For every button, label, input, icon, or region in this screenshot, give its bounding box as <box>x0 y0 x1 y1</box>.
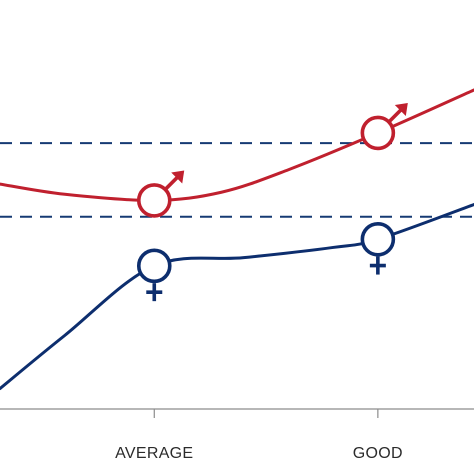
x-tick-label-0: AVERAGE <box>115 445 193 462</box>
x-tick-label-1: GOOD <box>353 445 403 462</box>
female-marker-1 <box>360 221 396 275</box>
series-markers <box>136 102 408 302</box>
series-lines <box>0 88 474 391</box>
reference-lines <box>0 142 474 218</box>
female-marker-0 <box>136 248 172 302</box>
series-line-female <box>0 203 474 391</box>
male-marker-0 <box>136 170 185 218</box>
male-marker-1 <box>360 102 408 151</box>
x-axis-ticks: AVERAGE GOOD <box>115 409 403 462</box>
